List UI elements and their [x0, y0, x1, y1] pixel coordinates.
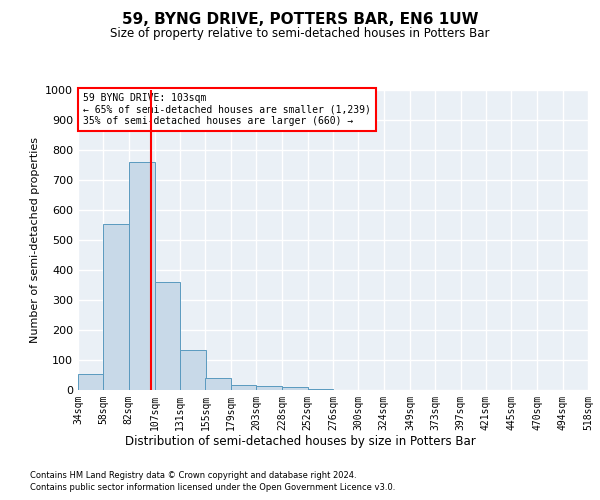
Bar [155, 282, 180, 390]
Bar [256, 386, 283, 390]
Text: Contains public sector information licensed under the Open Government Licence v3: Contains public sector information licen… [30, 483, 395, 492]
Bar [231, 384, 256, 390]
Bar [78, 374, 103, 390]
Text: Distribution of semi-detached houses by size in Potters Bar: Distribution of semi-detached houses by … [125, 435, 475, 448]
Bar [128, 162, 155, 390]
Y-axis label: Number of semi-detached properties: Number of semi-detached properties [29, 137, 40, 343]
Text: Contains HM Land Registry data © Crown copyright and database right 2024.: Contains HM Land Registry data © Crown c… [30, 470, 356, 480]
Bar [283, 387, 308, 390]
Text: Size of property relative to semi-detached houses in Potters Bar: Size of property relative to semi-detach… [110, 28, 490, 40]
Text: 59, BYNG DRIVE, POTTERS BAR, EN6 1UW: 59, BYNG DRIVE, POTTERS BAR, EN6 1UW [122, 12, 478, 28]
Bar [205, 378, 231, 390]
Bar [308, 388, 333, 390]
Bar [180, 350, 205, 390]
Bar [103, 224, 128, 390]
Text: 59 BYNG DRIVE: 103sqm
← 65% of semi-detached houses are smaller (1,239)
35% of s: 59 BYNG DRIVE: 103sqm ← 65% of semi-deta… [83, 93, 371, 126]
